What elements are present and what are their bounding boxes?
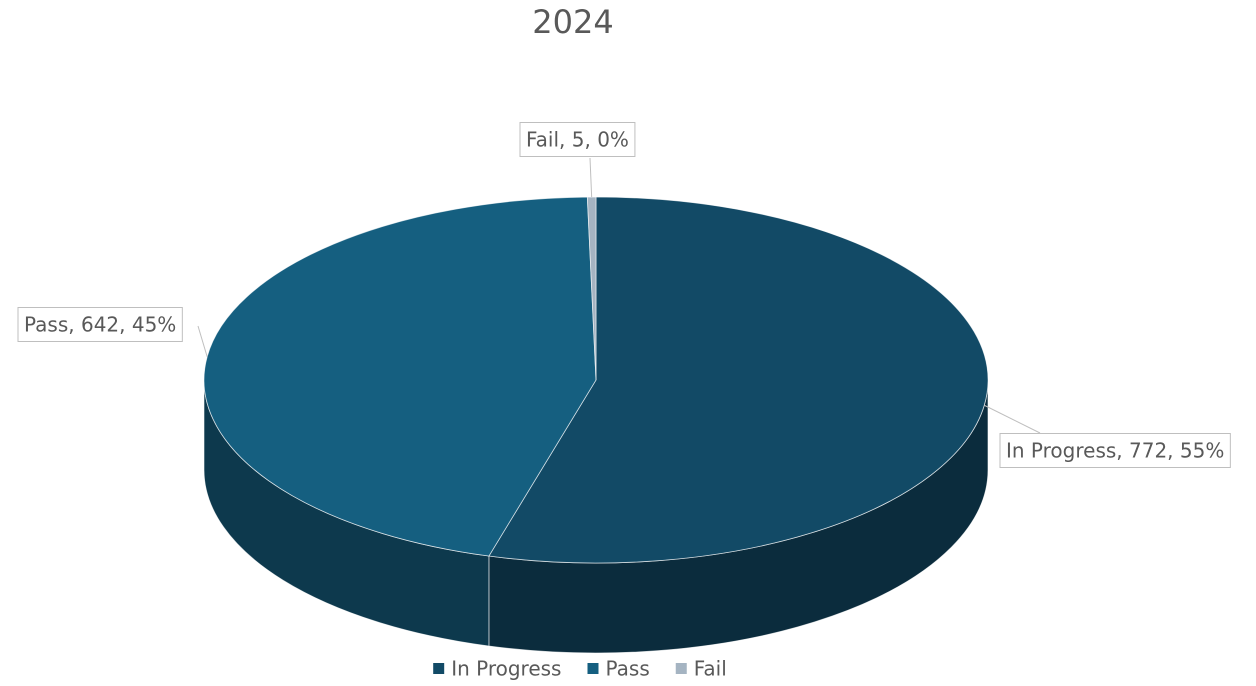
data-label-text: In Progress, 772, 55% bbox=[1006, 439, 1224, 463]
data-label-text: Pass, 642, 45% bbox=[24, 313, 176, 337]
legend-swatch bbox=[587, 663, 599, 674]
legend-swatch bbox=[433, 663, 445, 674]
data-label: In Progress, 772, 55% bbox=[999, 433, 1231, 468]
data-label: Fail, 5, 0% bbox=[519, 122, 636, 157]
chart-title: 2024 bbox=[532, 3, 613, 41]
legend-label: Pass bbox=[605, 657, 649, 681]
slice bbox=[203, 196, 597, 557]
data-label-box bbox=[519, 122, 636, 157]
leader-line bbox=[197, 325, 208, 357]
legend-label: In Progress bbox=[451, 657, 561, 681]
data-label: Pass, 642, 45% bbox=[17, 307, 183, 342]
data-label-box bbox=[17, 307, 183, 342]
slice bbox=[488, 196, 989, 564]
legend-swatch bbox=[675, 663, 687, 674]
slice bbox=[586, 196, 597, 381]
data-label-box bbox=[999, 433, 1231, 468]
data-label-text: Fail, 5, 0% bbox=[526, 128, 629, 152]
legend: In Progress Pass Fail bbox=[433, 657, 727, 681]
leader-line bbox=[589, 157, 593, 198]
leader-line bbox=[984, 404, 1041, 434]
legend-label: Fail bbox=[694, 657, 727, 681]
